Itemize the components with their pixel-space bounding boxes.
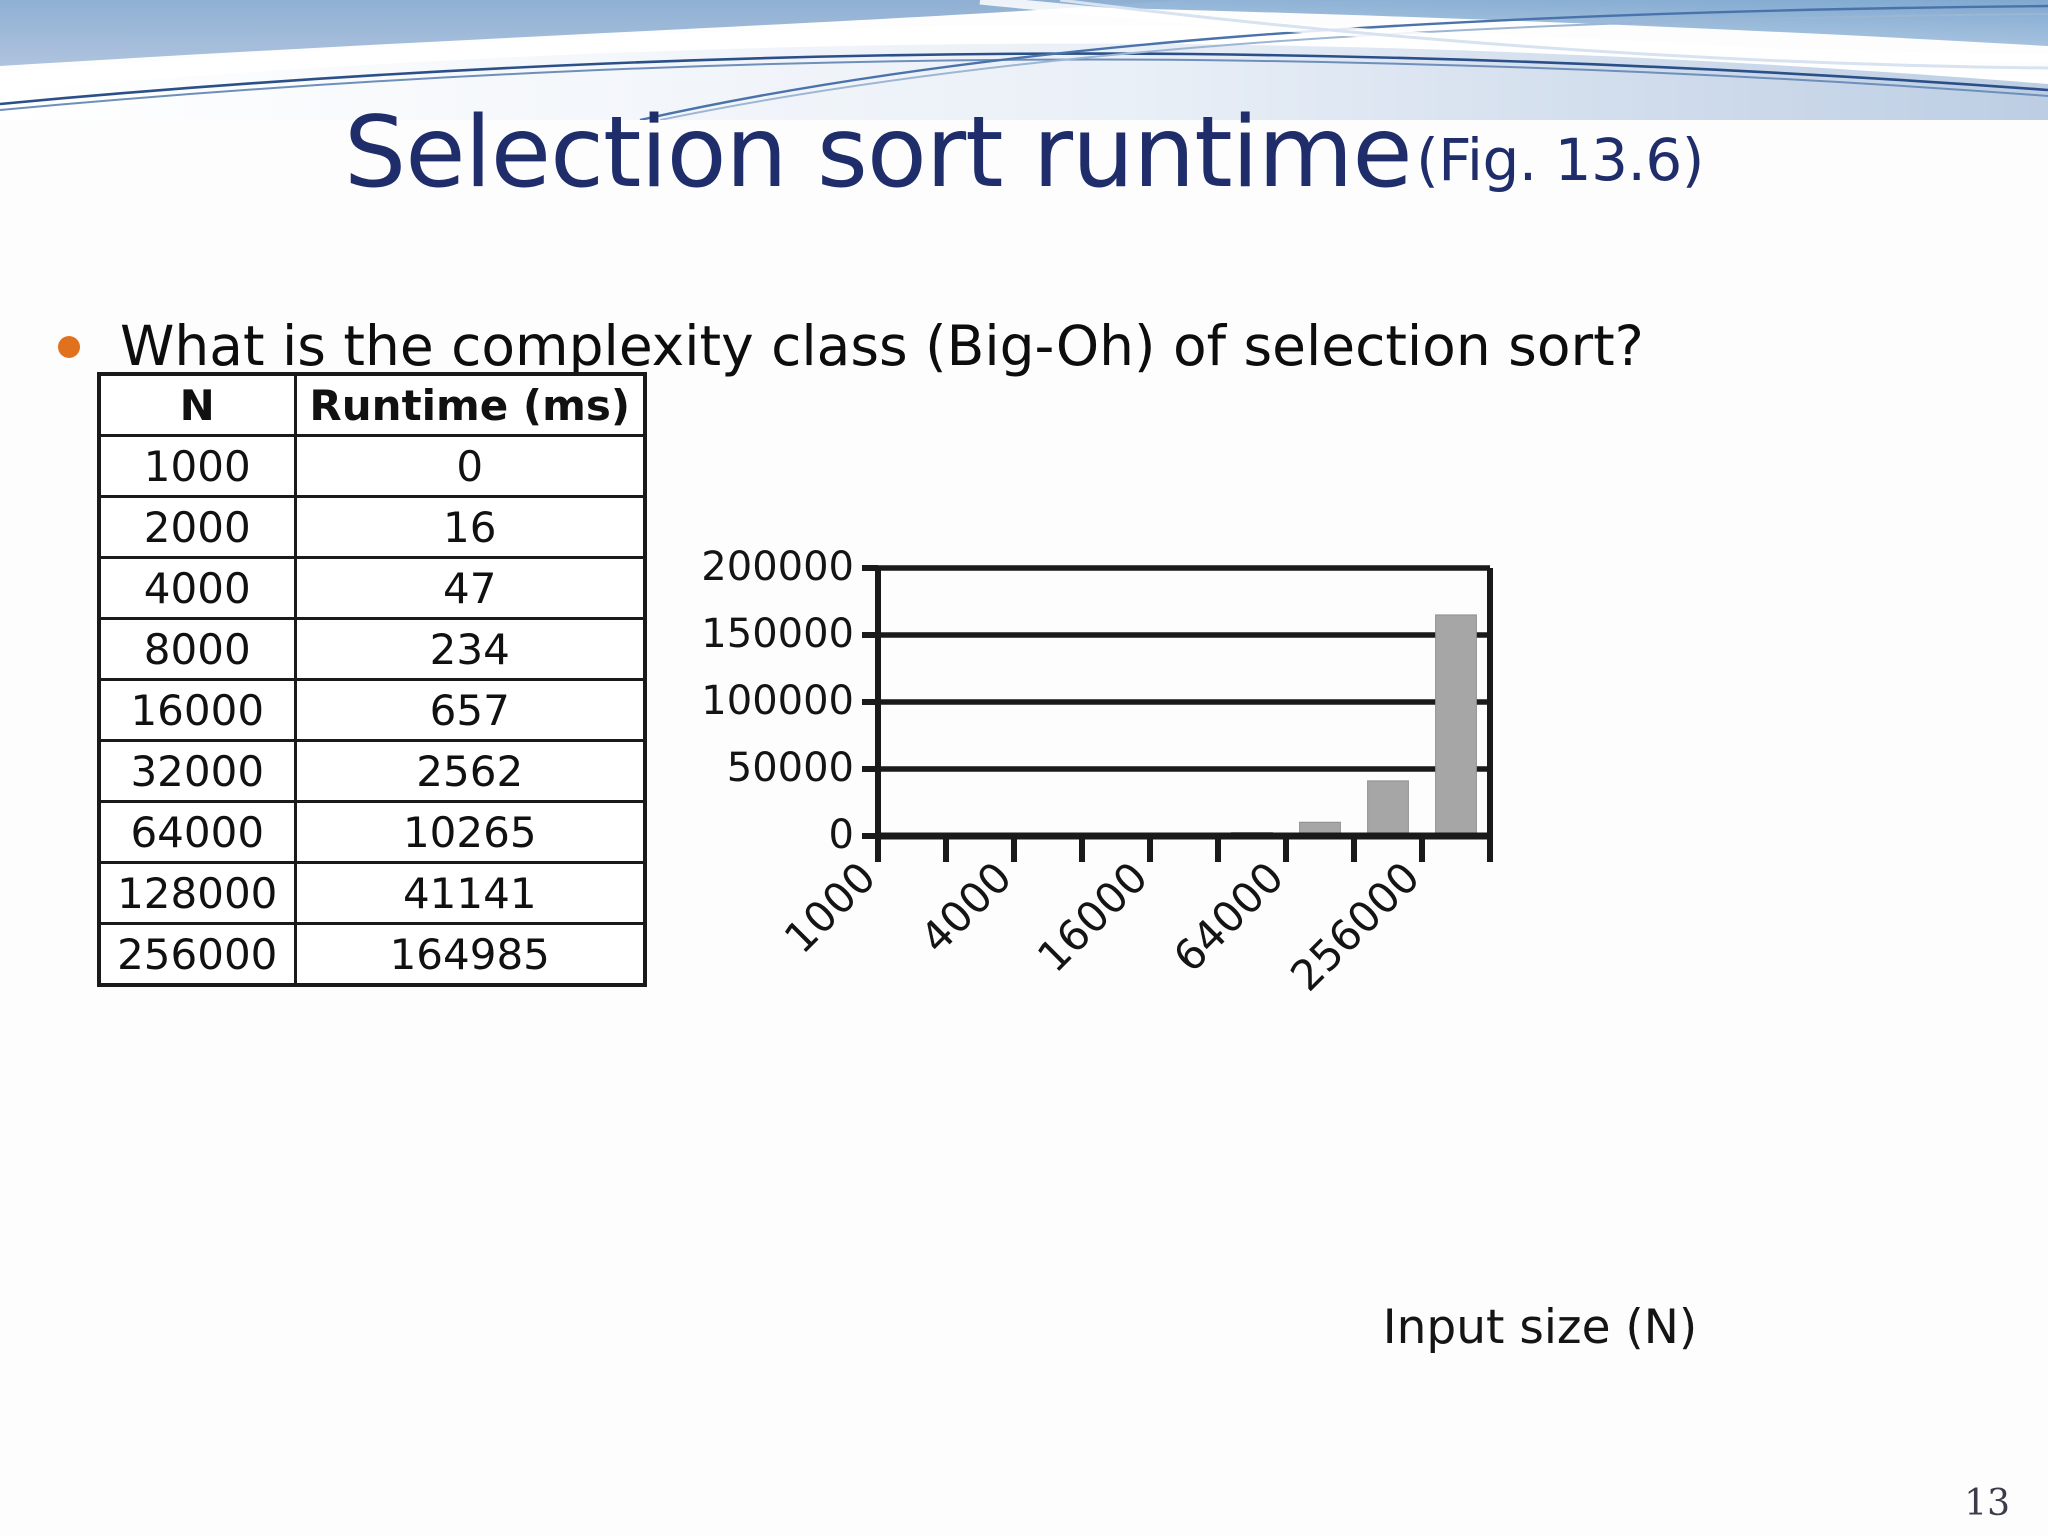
chart-bar (1367, 780, 1409, 837)
chart-ytick-label: 100000 (701, 678, 854, 724)
table-row: 256000 164985 (97, 922, 647, 987)
cell-runtime: 16 (293, 495, 647, 559)
table-body: 1000 0 2000 16 4000 47 8000 234 16000 657 32000 256… (97, 434, 647, 987)
table-row: 64000 10265 (97, 800, 647, 864)
cell-n: 128000 (97, 861, 297, 925)
chart-xtick-label: 4000 (911, 852, 1021, 962)
table-row: 4000 47 (97, 556, 647, 620)
chart-xtick-label: 256000 (1281, 852, 1429, 1000)
chart-xaxis-title: Input size (N) (1382, 1300, 1698, 1355)
table-row: 16000 657 (97, 678, 647, 742)
table-header-row: N Runtime (ms) (97, 372, 647, 437)
column-header-runtime: Runtime (ms) (293, 372, 647, 437)
cell-n: 16000 (97, 678, 297, 742)
cell-runtime: 234 (293, 617, 647, 681)
runtime-bar-chart: 0 50000 100000 150000 200000 1000 4000 16000 640… (700, 540, 1530, 1060)
cell-runtime: 0 (293, 434, 647, 498)
title-main-text: Selection sort runtime (344, 96, 1413, 210)
column-header-n: N (97, 372, 297, 437)
chart-ytick-label: 200000 (701, 544, 854, 590)
cell-n: 32000 (97, 739, 297, 803)
runtime-table-container: N Runtime (ms) 1000 0 2000 16 4000 47 8000 234 1… (97, 372, 647, 987)
cell-n: 8000 (97, 617, 297, 681)
cell-n: 1000 (97, 434, 297, 498)
bullet-dot-icon (58, 335, 80, 358)
bullet-item: What is the complexity class (Big-Oh) of… (58, 314, 1644, 378)
chart-bar (1435, 614, 1477, 837)
chart-xtick-label: 64000 (1164, 852, 1293, 981)
cell-runtime: 2562 (293, 739, 647, 803)
title-figure-reference: (Fig. 13.6) (1416, 126, 1704, 194)
cell-runtime: 47 (293, 556, 647, 620)
slide-page-number: 13 (1964, 1483, 2010, 1524)
chart-ytick-label: 150000 (701, 611, 854, 657)
runtime-table: N Runtime (ms) 1000 0 2000 16 4000 47 8000 234 1… (97, 372, 647, 987)
cell-n: 2000 (97, 495, 297, 559)
cell-n: 64000 (97, 800, 297, 864)
table-row: 8000 234 (97, 617, 647, 681)
chart-ytick-label: 0 (829, 812, 854, 858)
cell-runtime: 41141 (293, 861, 647, 925)
chart-xtick-label: 1000 (775, 852, 885, 962)
table-row: 2000 16 (97, 495, 647, 559)
cell-n: 4000 (97, 556, 297, 620)
chart-ytick-label: 50000 (727, 745, 854, 791)
bullet-item-label: What is the complexity class (Big-Oh) of… (120, 314, 1644, 378)
page-title: Selection sort runtime (Fig. 13.6) (0, 96, 2048, 210)
cell-runtime: 657 (293, 678, 647, 742)
table-row: 128000 41141 (97, 861, 647, 925)
cell-n: 256000 (97, 922, 297, 987)
table-row: 1000 0 (97, 434, 647, 498)
table-row: 32000 2562 (97, 739, 647, 803)
chart-xtick-label: 16000 (1028, 852, 1157, 981)
cell-runtime: 164985 (293, 922, 647, 987)
cell-runtime: 10265 (293, 800, 647, 864)
